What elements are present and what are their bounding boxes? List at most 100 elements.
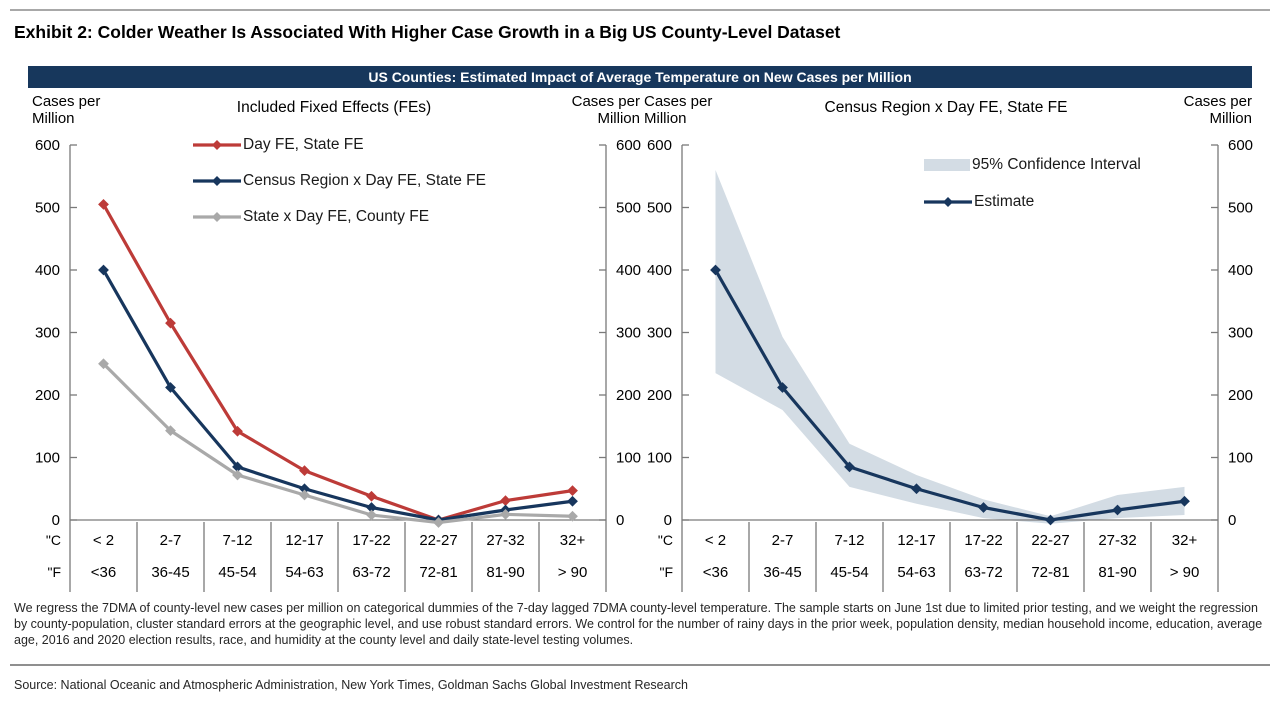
y-tick-label: 600 xyxy=(35,137,60,154)
y-tick-label: 0 xyxy=(664,512,672,529)
series-line xyxy=(102,203,573,522)
data-point-marker xyxy=(1045,514,1056,526)
data-point-marker xyxy=(232,461,243,473)
x-category-label: 81-90 xyxy=(1098,564,1136,581)
series-line xyxy=(714,269,1185,522)
x-category-label: 7-12 xyxy=(222,532,252,549)
y-tick-label: 500 xyxy=(647,200,672,217)
source-line: Source: National Oceanic and Atmospheric… xyxy=(14,678,688,692)
x-category-label: < 2 xyxy=(705,532,726,549)
x-category-label: 54-63 xyxy=(285,564,323,581)
exhibit-title: Exhibit 2: Colder Weather Is Associated … xyxy=(14,22,841,42)
data-point-marker xyxy=(500,508,511,520)
y-tick-label: 100 xyxy=(647,450,672,467)
chart-legend-title: Included Fixed Effects (FEs) xyxy=(236,99,432,116)
data-point-marker xyxy=(567,485,578,497)
x-category-label: 17-22 xyxy=(352,532,390,549)
x-row-unit-label: "F xyxy=(47,564,61,580)
x-category-label: 63-72 xyxy=(964,564,1002,581)
data-point-marker xyxy=(567,495,578,507)
x-category-label: 17-22 xyxy=(964,532,1002,549)
x-category-label: 32+ xyxy=(560,532,586,549)
x-category-label: 7-12 xyxy=(834,532,864,549)
x-category-label: 81-90 xyxy=(486,564,524,581)
x-category-label: 45-54 xyxy=(830,564,868,581)
x-category-label: 22-27 xyxy=(419,532,457,549)
x-category-label: 54-63 xyxy=(897,564,935,581)
y-tick-label: 500 xyxy=(616,200,641,217)
x-category-label: 32+ xyxy=(1172,532,1198,549)
y-tick-label: 0 xyxy=(1228,512,1236,529)
y-tick-label: 300 xyxy=(647,325,672,342)
data-point-marker xyxy=(165,425,176,437)
x-category-label: <36 xyxy=(91,564,116,581)
x-category-label: 36-45 xyxy=(151,564,189,581)
x-category-label: 45-54 xyxy=(218,564,256,581)
series-line xyxy=(102,269,573,522)
chart-plot-right: 0 0 100 100 200 200 300 300 400 400 500 500 600 600 "C… xyxy=(647,137,1253,592)
data-point-marker xyxy=(299,483,310,495)
y-tick-label: 200 xyxy=(35,387,60,404)
data-point-marker xyxy=(366,490,377,502)
y-tick-label: 200 xyxy=(616,387,641,404)
x-category-label: 63-72 xyxy=(352,564,390,581)
x-category-label: 27-32 xyxy=(486,532,524,549)
data-point-marker xyxy=(710,264,721,276)
data-point-marker xyxy=(1179,495,1190,507)
chart-banner: US Counties: Estimated Impact of Average… xyxy=(28,66,1252,88)
y-tick-label: 100 xyxy=(616,450,641,467)
x-row-unit-label: "C xyxy=(46,532,61,548)
y-tick-label: 200 xyxy=(647,387,672,404)
data-point-marker xyxy=(433,517,444,528)
y-tick-label: 500 xyxy=(1228,200,1253,217)
data-point-marker xyxy=(777,382,788,393)
data-point-marker xyxy=(299,465,310,477)
footnote: We regress the 7DMA of county-level new … xyxy=(14,601,1263,647)
y-tick-label: 100 xyxy=(1228,450,1253,467)
y-tick-label: 500 xyxy=(35,200,60,217)
y-tick-label: 600 xyxy=(616,137,641,154)
x-category-label: < 2 xyxy=(93,532,114,549)
y-tick-label: 300 xyxy=(1228,325,1253,342)
data-point-marker xyxy=(500,495,511,507)
y-tick-label: 300 xyxy=(616,325,641,342)
y-axis-label-left: Cases per Million xyxy=(32,93,101,127)
y-tick-label: 400 xyxy=(616,262,641,279)
data-point-marker xyxy=(844,461,855,473)
chart-plot-left: 0 0 100 100 200 200 300 300 400 400 500 500 600 600 "C… xyxy=(35,137,641,592)
series-line xyxy=(102,362,573,525)
x-category-label: > 90 xyxy=(558,564,588,581)
data-point-marker xyxy=(366,502,377,513)
y-tick-label: 0 xyxy=(616,512,624,529)
charts-area: Cases per Million Cases per Million 0 0 10… xyxy=(28,88,1253,598)
x-category-label: 36-45 xyxy=(763,564,801,581)
x-category-label: <36 xyxy=(703,564,728,581)
data-point-marker xyxy=(366,509,377,521)
chart-banner-title: US Counties: Estimated Impact of Average… xyxy=(368,69,912,85)
x-category-label: 72-81 xyxy=(1031,564,1069,581)
data-point-marker xyxy=(299,489,310,501)
y-tick-label: 400 xyxy=(1228,262,1253,279)
data-point-marker xyxy=(232,425,243,437)
confidence-band xyxy=(715,170,1185,524)
chart-panel-right: Cases per Million Cases per Million 0 0 10… xyxy=(640,88,1253,598)
chart-panel-left: Cases per Million Cases per Million 0 0 10… xyxy=(28,88,641,598)
y-tick-label: 0 xyxy=(52,512,60,529)
data-point-marker xyxy=(232,469,243,481)
x-category-label: 2-7 xyxy=(772,532,794,549)
chart-subtitle: Census Region x Day FE, State FE xyxy=(824,99,1068,116)
y-tick-label: 100 xyxy=(35,450,60,467)
x-category-label: 27-32 xyxy=(1098,532,1136,549)
y-tick-label: 400 xyxy=(647,262,672,279)
y-tick-label: 200 xyxy=(1228,387,1253,404)
x-category-label: 12-17 xyxy=(285,532,323,549)
data-point-marker xyxy=(165,382,176,393)
data-point-marker xyxy=(911,483,922,495)
y-tick-label: 600 xyxy=(1228,137,1253,154)
x-row-unit-label: "C xyxy=(658,532,673,548)
x-category-label: 22-27 xyxy=(1031,532,1069,549)
x-category-label: 12-17 xyxy=(897,532,935,549)
x-category-label: > 90 xyxy=(1170,564,1200,581)
x-row-unit-label: "F xyxy=(659,564,673,580)
